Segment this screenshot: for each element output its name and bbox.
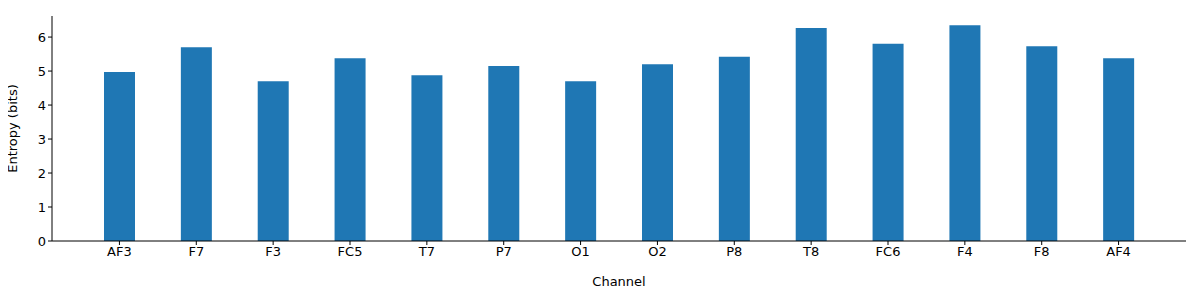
svg-text:Entropy (bits): Entropy (bits) — [8, 84, 20, 173]
svg-text:P7: P7 — [496, 244, 512, 259]
svg-text:FC6: FC6 — [876, 244, 901, 259]
svg-text:F8: F8 — [1034, 244, 1050, 259]
svg-text:FC5: FC5 — [338, 244, 363, 259]
svg-text:2: 2 — [38, 166, 46, 181]
svg-text:O2: O2 — [648, 244, 667, 259]
svg-text:5: 5 — [38, 64, 46, 79]
svg-text:O1: O1 — [571, 244, 590, 259]
svg-text:1: 1 — [38, 200, 46, 215]
svg-text:Channel: Channel — [592, 274, 645, 289]
svg-text:AF3: AF3 — [107, 244, 132, 259]
svg-text:4: 4 — [38, 98, 46, 113]
svg-text:T8: T8 — [802, 244, 819, 259]
svg-text:3: 3 — [38, 132, 46, 147]
svg-text:6: 6 — [38, 30, 46, 45]
svg-text:0: 0 — [38, 234, 46, 249]
svg-text:F3: F3 — [265, 244, 281, 259]
svg-text:F7: F7 — [188, 244, 204, 259]
svg-text:F4: F4 — [957, 244, 973, 259]
svg-text:T7: T7 — [418, 244, 435, 259]
svg-text:P8: P8 — [726, 244, 742, 259]
svg-text:AF4: AF4 — [1106, 244, 1131, 259]
